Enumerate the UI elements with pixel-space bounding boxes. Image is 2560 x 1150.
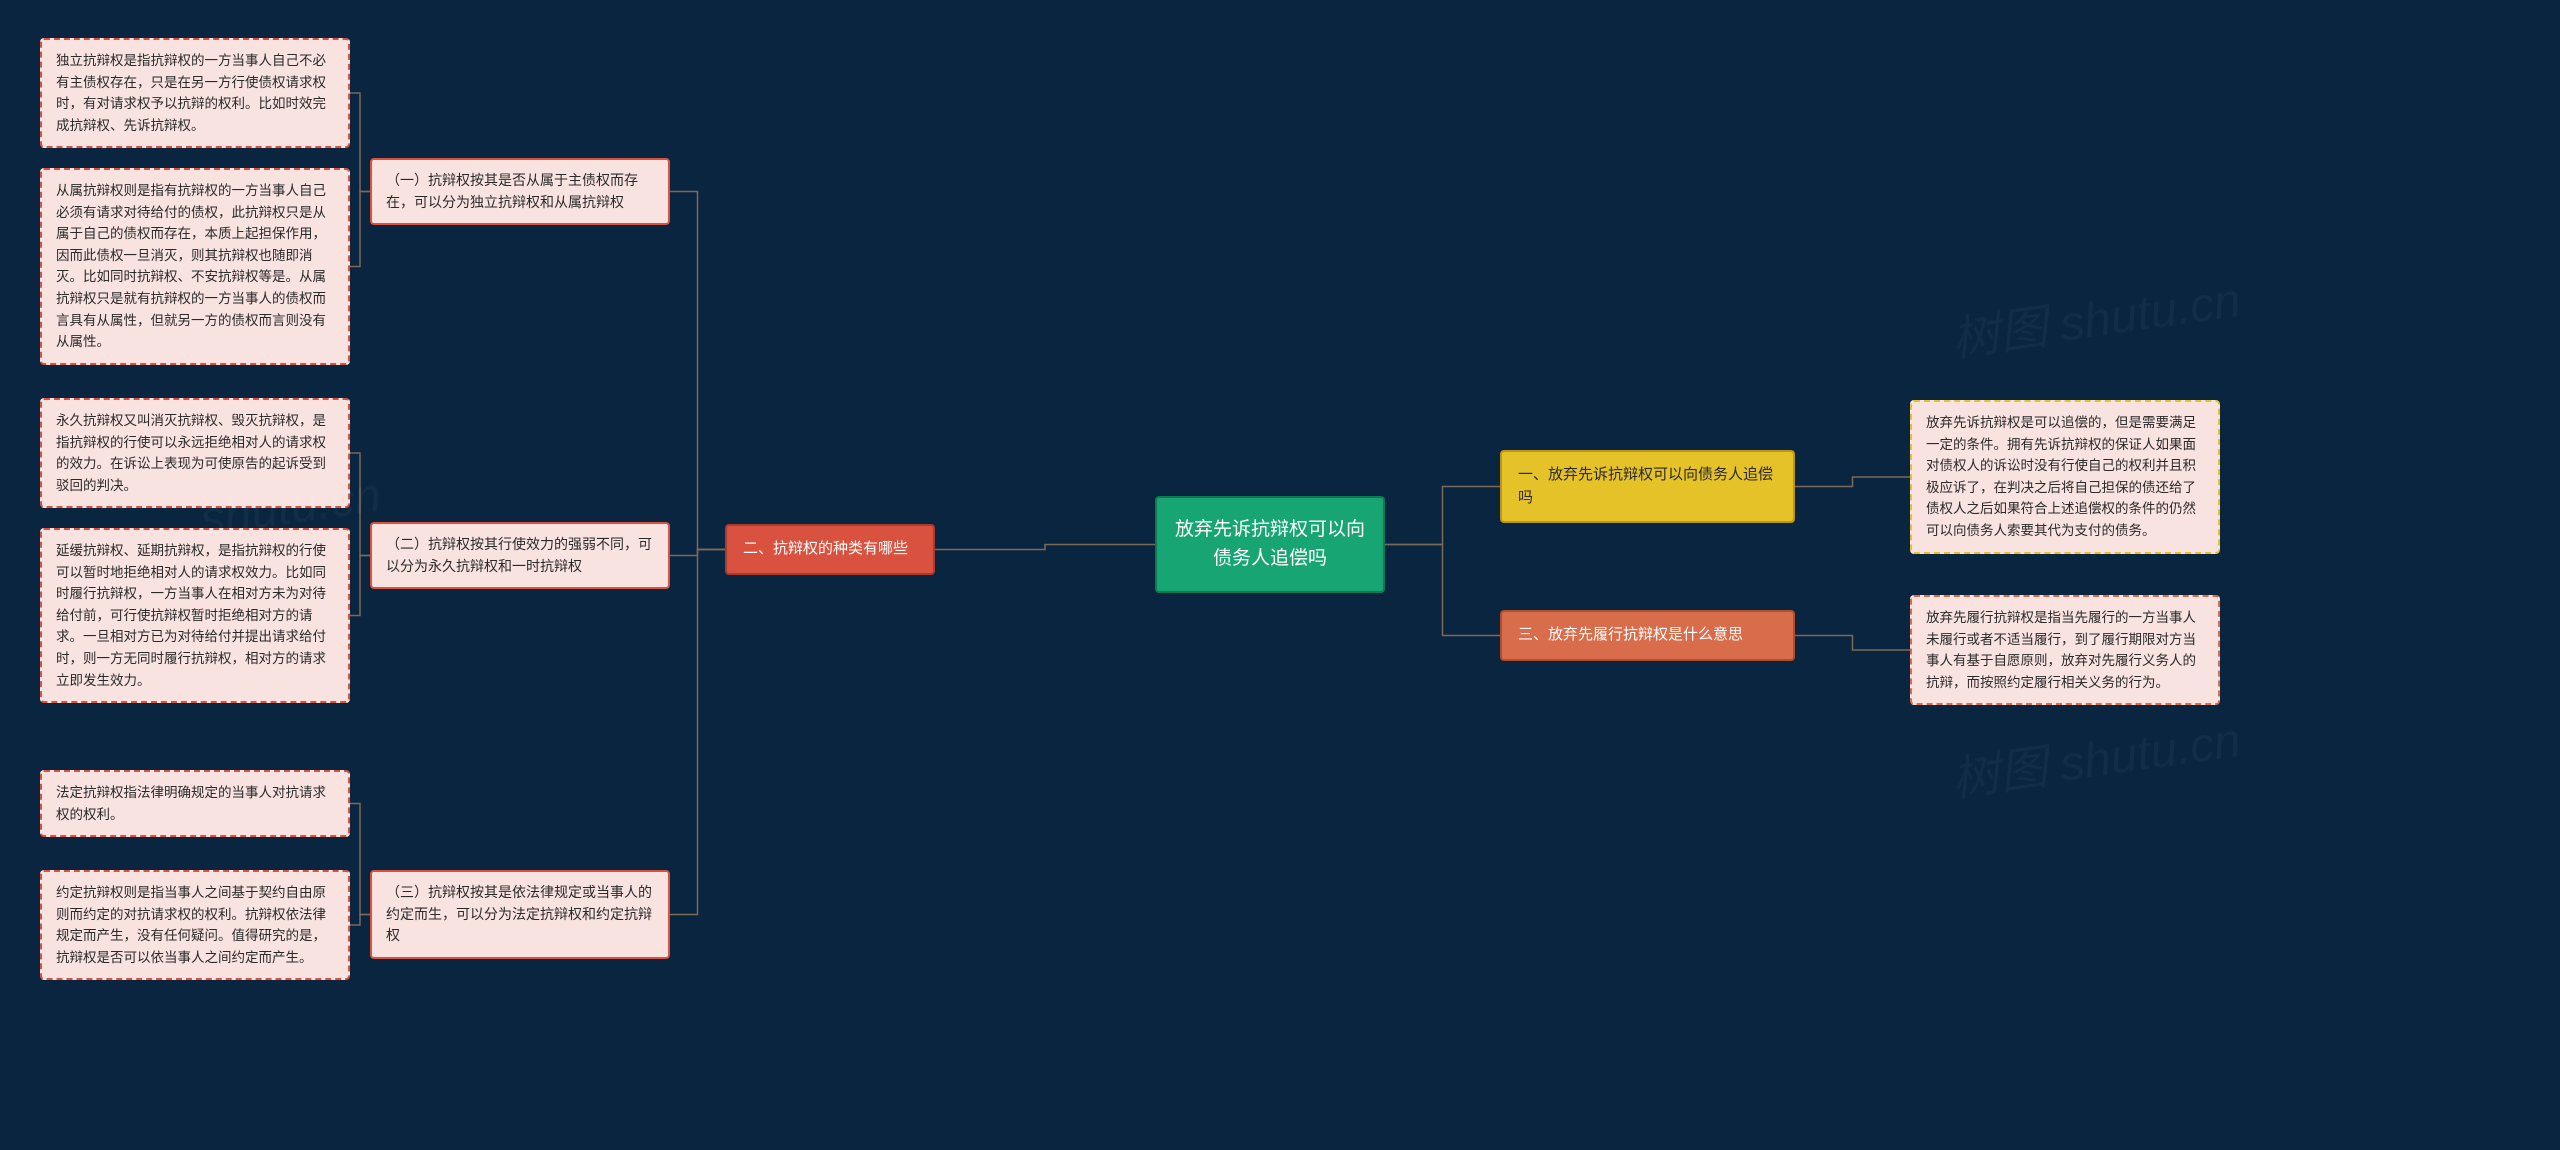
left-leaf-2-0: 法定抗辩权指法律明确规定的当事人对抗请求权的权利。 bbox=[40, 770, 350, 837]
right-branch-1: 三、放弃先履行抗辩权是什么意思 bbox=[1500, 610, 1795, 661]
left-branch: 二、抗辩权的种类有哪些 bbox=[725, 524, 935, 575]
right-leaf-0: 放弃先诉抗辩权是可以追偿的，但是需要满足一定的条件。拥有先诉抗辩权的保证人如果面… bbox=[1910, 400, 2220, 554]
left-sub-1: （二）抗辩权按其行使效力的强弱不同，可以分为永久抗辩权和一时抗辩权 bbox=[370, 522, 670, 589]
watermark: 树图 shutu.cn bbox=[1947, 260, 2245, 370]
left-sub-2: （三）抗辩权按其是依法律规定或当事人的约定而生，可以分为法定抗辩权和约定抗辩权 bbox=[370, 870, 670, 959]
left-leaf-2-1: 约定抗辩权则是指当事人之间基于契约自由原则而约定的对抗请求权的权利。抗辩权依法律… bbox=[40, 870, 350, 980]
right-branch-0: 一、放弃先诉抗辩权可以向债务人追偿吗 bbox=[1500, 450, 1795, 523]
left-leaf-1-0: 永久抗辩权又叫消灭抗辩权、毁灭抗辩权，是指抗辩权的行使可以永远拒绝相对人的请求权… bbox=[40, 398, 350, 508]
left-leaf-0-1: 从属抗辩权则是指有抗辩权的一方当事人自己必须有请求对待给付的债权，此抗辩权只是从… bbox=[40, 168, 350, 365]
root-node: 放弃先诉抗辩权可以向债务人追偿吗 bbox=[1155, 496, 1385, 593]
watermark: 树图 shutu.cn bbox=[1947, 700, 2245, 810]
left-leaf-0-0: 独立抗辩权是指抗辩权的一方当事人自己不必有主债权存在，只是在另一方行使债权请求权… bbox=[40, 38, 350, 148]
left-leaf-1-1: 延缓抗辩权、延期抗辩权，是指抗辩权的行使可以暂时地拒绝相对人的请求权效力。比如同… bbox=[40, 528, 350, 703]
left-sub-0: （一）抗辩权按其是否从属于主债权而存在，可以分为独立抗辩权和从属抗辩权 bbox=[370, 158, 670, 225]
right-leaf-1: 放弃先履行抗辩权是指当先履行的一方当事人未履行或者不适当履行，到了履行期限对方当… bbox=[1910, 595, 2220, 705]
